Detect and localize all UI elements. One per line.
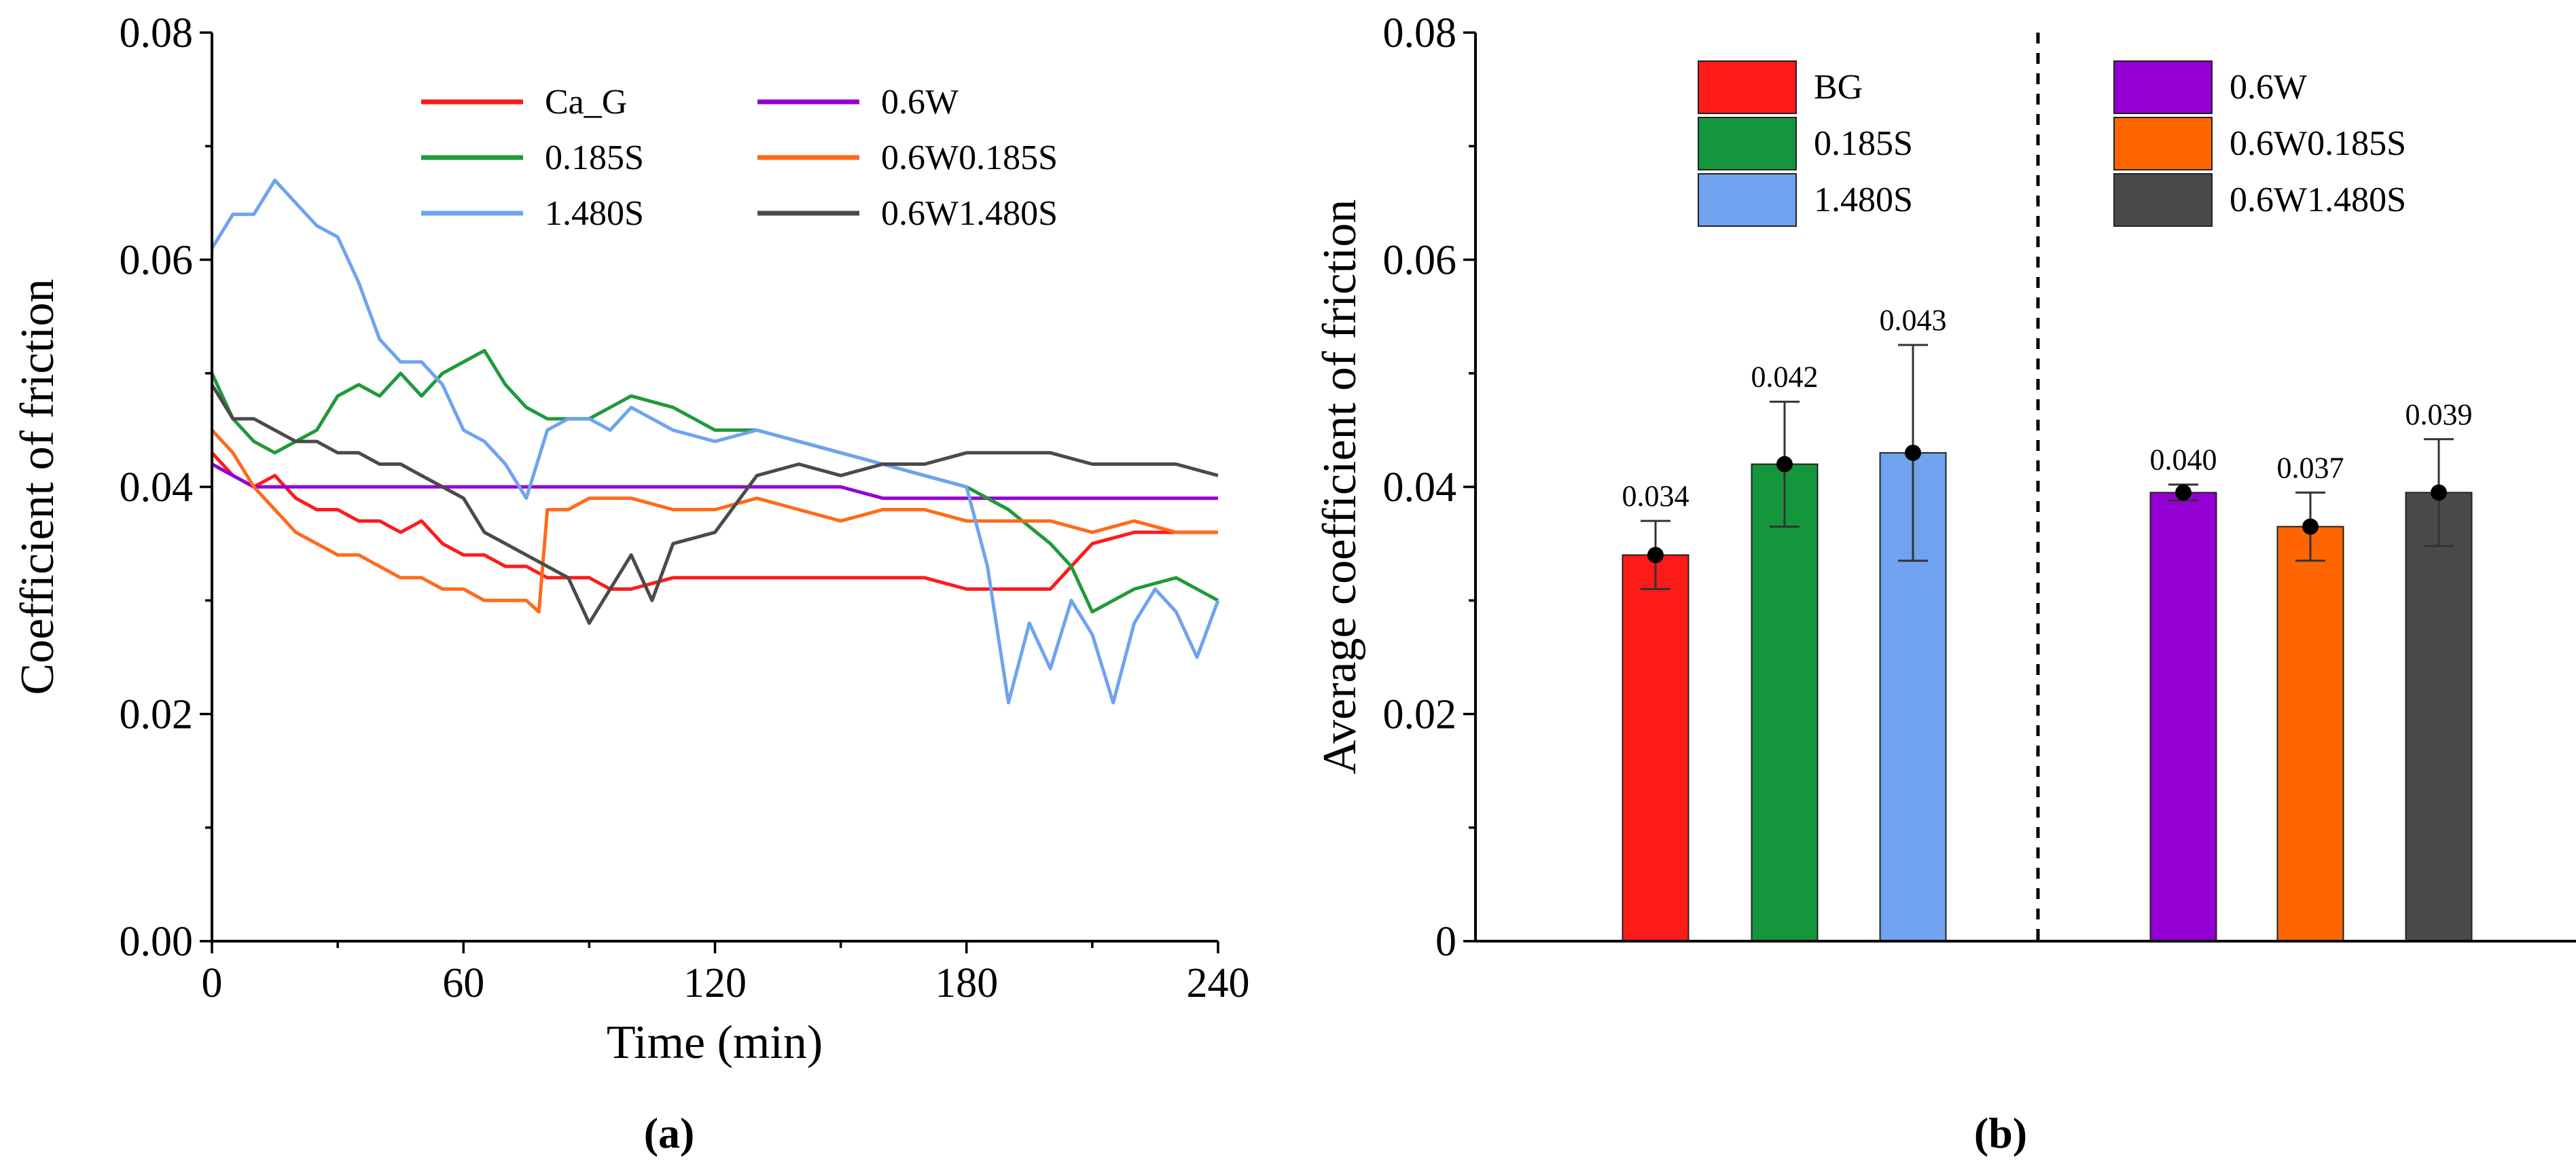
series-line-1 <box>211 462 1218 500</box>
a-legend-label: 0.6W0.185S <box>881 139 1058 177</box>
mean-point-4 <box>2302 518 2319 535</box>
panel-a-series-group <box>210 178 1220 705</box>
b-legend-swatch <box>2113 60 2213 114</box>
panel-a-ticks: 0.00 0.02 0.04 0.06 0.08 0 60 120 180 240 <box>120 10 1250 1006</box>
mean-point-2 <box>1905 444 1921 461</box>
b-legend-label: BG <box>1814 68 1863 107</box>
b-ytick-label: 0.08 <box>1383 10 1457 56</box>
a-xtick-label: 0 <box>202 960 223 1006</box>
a-ytick-label: 0.00 <box>120 919 194 965</box>
a-xtick-label: 180 <box>935 960 998 1006</box>
b-legend-swatch <box>1698 60 1797 114</box>
b-ytick-label: 0.04 <box>1383 464 1457 511</box>
bar-value-label: 0.034 <box>1622 479 1689 513</box>
b-legend-label: 0.6W1.480S <box>2230 181 2406 219</box>
b-legend-label: 0.185S <box>1814 124 1913 163</box>
series-line-3 <box>211 428 1218 614</box>
panel-b-ticks: 0 0.02 0.04 0.06 0.08 <box>1383 10 1475 965</box>
b-legend-swatch <box>1698 117 1797 170</box>
a-legend-label: 1.480S <box>545 194 644 233</box>
bar-5 <box>2405 492 2473 942</box>
series-line-4 <box>210 178 1220 705</box>
panel-b-bar-chart: 0.034 0.042 0.043 0.040 0.037 0.039 0 0.02 0.04… <box>1314 10 2576 1157</box>
b-legend-swatch <box>1698 173 1797 227</box>
a-legend-label: Ca_G <box>545 83 627 122</box>
a-xtick-label: 60 <box>442 960 484 1006</box>
a-ytick-label: 0.08 <box>120 10 194 56</box>
a-legend-label: 0.6W1.480S <box>881 194 1058 233</box>
panel-b-y-axis-title: Average coefficient of friction <box>1314 200 1366 775</box>
b-ytick-label: 0.02 <box>1383 692 1457 738</box>
series-line-5 <box>210 384 1219 625</box>
bar-value-label: 0.040 <box>2150 443 2217 477</box>
a-xtick-label: 120 <box>683 960 747 1006</box>
bar-0 <box>1622 554 1689 942</box>
panel-b-caption: (b) <box>1974 1109 2027 1157</box>
a-xtick-label: 240 <box>1187 960 1250 1006</box>
panel-a-y-axis-title: Coefficient of friction <box>12 279 64 695</box>
panel-a-x-axis-title: Time (min) <box>607 1017 823 1069</box>
bar-value-label: 0.042 <box>1751 361 1819 394</box>
bar-value-label: 0.037 <box>2277 451 2344 484</box>
bar-value-label: 0.039 <box>2405 398 2473 431</box>
b-legend-label: 0.6W0.185S <box>2230 124 2406 163</box>
b-legend-swatch <box>2113 117 2213 170</box>
a-legend-label: 0.185S <box>545 139 644 177</box>
b-legend-label: 0.6W <box>2230 68 2307 107</box>
a-legend-label: 0.6W <box>881 83 959 122</box>
panel-a-line-chart: 0.00 0.02 0.04 0.06 0.08 0 60 120 180 240 Coeffic… <box>12 10 1250 1157</box>
a-ytick-label: 0.04 <box>120 464 194 511</box>
panel-b-legend: BG 0.185S 1.480S 0.6W 0.6W0.185S 0.6W1.480S <box>1698 60 2406 227</box>
a-ytick-label: 0.06 <box>120 238 194 284</box>
mean-point-5 <box>2431 484 2447 501</box>
bar-1 <box>1751 463 1819 942</box>
b-legend-swatch <box>2113 173 2213 227</box>
bar-value-label: 0.043 <box>1880 304 1947 337</box>
bar-3 <box>2149 492 2217 942</box>
panel-a-caption: (a) <box>644 1109 695 1157</box>
mean-point-1 <box>1776 456 1793 473</box>
b-ytick-label: 0 <box>1435 919 1456 965</box>
b-ytick-label: 0.06 <box>1383 238 1457 284</box>
series-line-0 <box>211 452 1218 591</box>
a-ytick-label: 0.02 <box>120 692 194 738</box>
mean-point-3 <box>2175 484 2192 501</box>
panel-b-bars-group: 0.034 0.042 0.043 0.040 0.037 0.039 <box>1622 304 2473 942</box>
b-legend-label: 1.480S <box>1814 181 1913 219</box>
bar-4 <box>2276 526 2344 942</box>
mean-point-0 <box>1647 547 1664 564</box>
